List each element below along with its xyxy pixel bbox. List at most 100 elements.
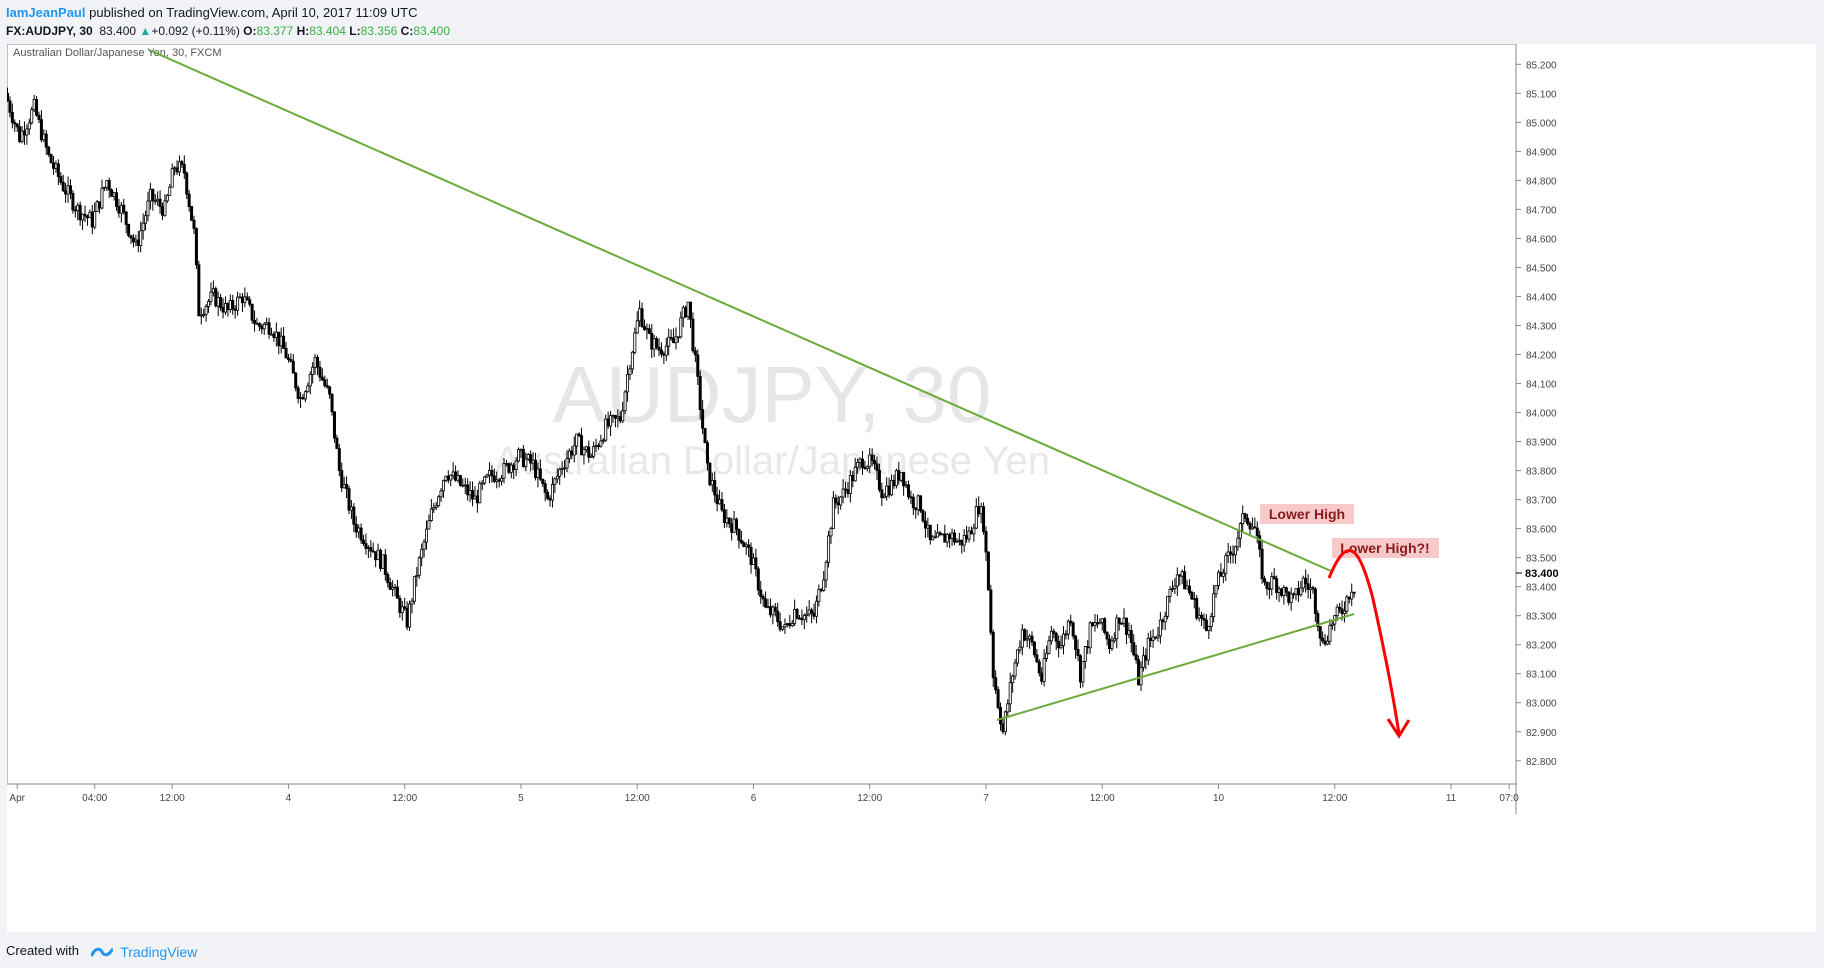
- candle-down: [471, 489, 475, 500]
- candle-down: [231, 300, 235, 310]
- candle-down: [1253, 526, 1257, 529]
- candle-down: [187, 193, 191, 207]
- candle-up: [1294, 588, 1298, 595]
- candle-down: [844, 488, 848, 491]
- price-tick-label: 84.500: [1526, 263, 1557, 274]
- candle-up: [1289, 593, 1293, 603]
- candle-down: [1108, 638, 1112, 650]
- candle-down: [175, 167, 179, 173]
- candle-up: [173, 167, 177, 170]
- candle-up: [425, 528, 429, 543]
- candle-up: [308, 374, 312, 387]
- descending-trendline[interactable]: [148, 49, 1332, 572]
- candle-up: [1115, 617, 1119, 640]
- candle-up: [449, 474, 453, 481]
- candle-up: [1042, 658, 1046, 682]
- candle-down: [294, 372, 298, 389]
- candle-down: [938, 532, 942, 535]
- ascending-trendline[interactable]: [996, 613, 1355, 721]
- candle-down: [693, 350, 697, 356]
- candle-up: [144, 215, 148, 224]
- candle-up: [502, 463, 506, 479]
- candle-down: [662, 353, 666, 356]
- candle-up: [1175, 574, 1179, 587]
- candle-down: [977, 506, 981, 515]
- candle-up: [1093, 622, 1097, 626]
- candle-up: [822, 579, 826, 591]
- candle-down: [1161, 619, 1165, 623]
- candle-down: [267, 322, 271, 335]
- candle-up: [967, 530, 971, 540]
- time-tick-label: 7: [983, 793, 989, 804]
- candle-down: [846, 489, 850, 494]
- candle-down: [328, 386, 332, 395]
- candle-down: [749, 547, 753, 565]
- plot-area[interactable]: [6, 43, 1517, 785]
- candle-down: [1129, 630, 1133, 644]
- candle-up: [265, 322, 269, 325]
- candle-up: [20, 130, 24, 142]
- price-tick-label: 83.600: [1526, 525, 1557, 536]
- candle-up: [926, 524, 930, 529]
- candle-down: [405, 607, 409, 628]
- price-chart[interactable]: AUDJPY, 30 Australian Dollar/Japanese Ye…: [5, 43, 1816, 932]
- chart-container[interactable]: AUDJPY, 30 Australian Dollar/Japanese Ye…: [5, 43, 1816, 932]
- candle-up: [536, 468, 540, 478]
- candle-down: [107, 180, 111, 191]
- candle-up: [802, 615, 806, 621]
- price-tick-label: 83.300: [1526, 612, 1557, 623]
- candle-up: [824, 561, 828, 581]
- candle-down: [923, 520, 927, 529]
- candle-up: [303, 391, 307, 400]
- close-label: C:: [400, 24, 414, 38]
- tradingview-brand[interactable]: TradingView: [120, 943, 198, 960]
- price-tick-label: 83.500: [1526, 554, 1557, 565]
- price-tick-label: 84.900: [1526, 147, 1557, 158]
- candle-up: [882, 495, 886, 499]
- last-price: 83.400: [99, 24, 137, 38]
- candle-down: [1279, 588, 1283, 596]
- candle-up: [1006, 703, 1010, 713]
- price-axis[interactable]: 85.200 85.100 85.000 84.900 84.800 84.700 84.6…: [1516, 60, 1557, 768]
- publish-header: IamJeanPaul published on TradingView.com…: [6, 3, 417, 23]
- candle-down: [672, 338, 676, 344]
- candle-up: [931, 536, 935, 541]
- candle-down: [776, 610, 780, 623]
- candle-down: [797, 617, 801, 620]
- candle-down: [800, 617, 804, 621]
- candle-up: [575, 433, 579, 447]
- candle-up: [1045, 652, 1049, 660]
- candle-down: [35, 98, 39, 116]
- candle-up: [313, 356, 317, 368]
- candle-down: [122, 204, 126, 213]
- candle-down: [1069, 620, 1073, 624]
- candle-down: [369, 547, 373, 552]
- candle-up: [432, 506, 436, 510]
- candle-down: [1267, 588, 1271, 590]
- time-axis[interactable]: Apr 04:00 12:00 4 12:00 5 12:00 6 12:00 7 12:00 10 1…: [9, 784, 1519, 804]
- candle-down: [277, 331, 281, 347]
- candle-up: [485, 474, 489, 478]
- low-value: 83.356: [360, 24, 398, 38]
- candle-up: [119, 204, 123, 214]
- candle-down: [996, 689, 1000, 708]
- candle-up: [439, 490, 443, 498]
- candle-down: [684, 307, 688, 317]
- candle-up: [594, 445, 598, 448]
- candle-down: [44, 133, 48, 148]
- candle-up: [1192, 597, 1196, 600]
- candle-down: [1057, 640, 1061, 649]
- author-link[interactable]: IamJeanPaul: [6, 5, 86, 20]
- candle-down: [1030, 635, 1034, 643]
- candle-up: [456, 475, 460, 481]
- candle-up: [725, 517, 729, 524]
- candle-up: [441, 480, 445, 492]
- candle-down: [352, 506, 356, 525]
- candle-up: [526, 454, 530, 460]
- candle-up: [417, 557, 421, 576]
- candle-up: [890, 480, 894, 496]
- candle-down: [669, 336, 673, 339]
- candle-down: [332, 411, 336, 439]
- symbol-name[interactable]: FX:AUDJPY, 30: [6, 24, 93, 38]
- candle-down: [1023, 629, 1027, 641]
